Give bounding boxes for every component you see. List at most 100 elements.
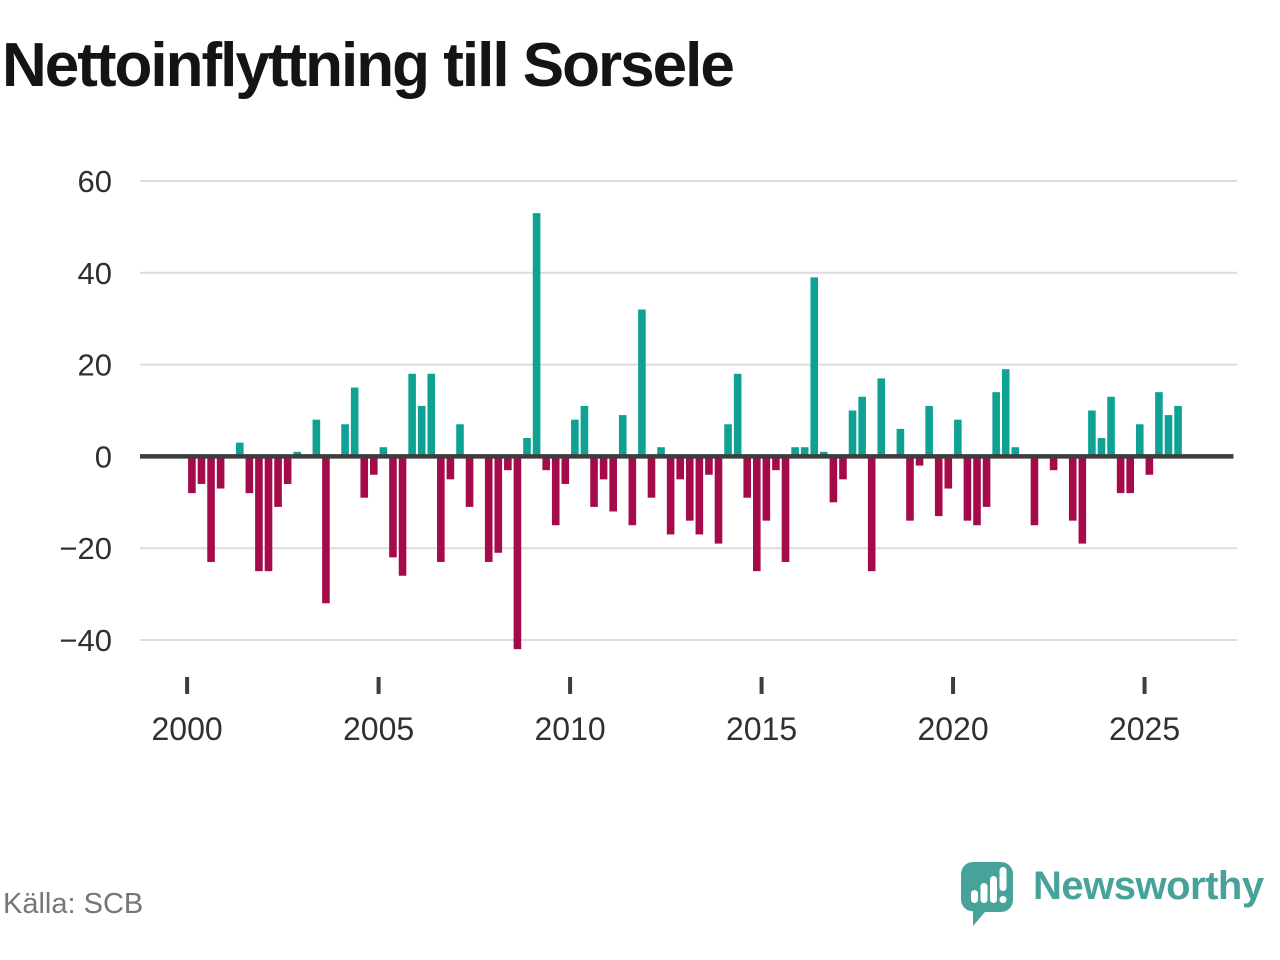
bar-2011Q1 — [609, 456, 617, 512]
bar-2018Q1 — [877, 378, 886, 457]
bar-2015Q4 — [791, 447, 799, 457]
bar-2000Q1 — [188, 456, 196, 494]
bar-2008Q3 — [513, 456, 522, 650]
bar-2000Q4 — [216, 456, 225, 489]
bar-2023Q1 — [1068, 456, 1077, 521]
bar-2006Q3 — [437, 456, 445, 562]
bar-2016Q1 — [800, 447, 809, 457]
y-axis-label--20: −20 — [59, 531, 112, 566]
bar-2012Q3 — [666, 456, 675, 535]
bar-2022Q1 — [1030, 456, 1039, 526]
bar-2024Q4 — [1135, 424, 1144, 457]
bar-2024Q1 — [1107, 396, 1115, 457]
bar-2019Q3 — [934, 456, 943, 517]
bar-2011Q3 — [628, 456, 637, 526]
bar-2020Q1 — [954, 419, 962, 457]
bar-2005Q2 — [389, 456, 397, 558]
bar-2014Q2 — [733, 373, 742, 457]
x-axis-label-2020: 2020 — [917, 711, 988, 747]
bar-2008Q4 — [523, 438, 531, 457]
bar-2011Q2 — [618, 415, 627, 457]
bar-2002Q3 — [283, 456, 292, 484]
bar-2025Q3 — [1164, 415, 1173, 457]
bar-2019Q1 — [915, 456, 924, 466]
bar-2020Q2 — [963, 456, 972, 521]
bar-2024Q2 — [1116, 456, 1125, 494]
bar-2023Q4 — [1097, 438, 1106, 457]
bar-2000Q3 — [207, 456, 215, 562]
bar-2003Q3 — [322, 456, 330, 604]
bar-2013Q3 — [705, 456, 713, 475]
bar-2011Q4 — [638, 309, 646, 457]
bar-2004Q4 — [370, 456, 378, 475]
bar-2005Q4 — [408, 373, 416, 457]
bar-2017Q4 — [867, 456, 876, 572]
bar-2001Q2 — [235, 442, 244, 457]
newsworthy-wordmark: Newsworthy — [1033, 864, 1264, 908]
y-axis-label-60: 60 — [78, 164, 112, 199]
bar-2002Q2 — [274, 456, 282, 507]
newsworthy-logo: Newsworthy — [961, 860, 1280, 928]
bar-2009Q1 — [532, 213, 541, 457]
bar-2014Q4 — [753, 456, 761, 572]
bar-2001Q4 — [255, 456, 263, 572]
x-axis-label-2000: 2000 — [152, 711, 223, 747]
y-axis-label-20: 20 — [78, 348, 112, 383]
bar-2015Q1 — [762, 456, 771, 521]
bar-2008Q1 — [494, 456, 503, 553]
bar-2014Q1 — [724, 424, 732, 457]
bar-2012Q4 — [676, 456, 684, 480]
bar-2021Q2 — [1001, 369, 1010, 457]
bar-2025Q4 — [1174, 405, 1182, 457]
bar-2008Q2 — [504, 456, 512, 471]
bar-2010Q3 — [590, 456, 598, 507]
bar-2016Q4 — [829, 456, 838, 503]
bar-2015Q3 — [781, 456, 790, 562]
bar-2017Q2 — [848, 410, 857, 457]
bar-2006Q2 — [427, 373, 436, 457]
bar-2013Q2 — [695, 456, 704, 535]
source-note: Källa: SCB — [3, 888, 144, 920]
y-axis-label-40: 40 — [78, 256, 112, 291]
x-axis-label-2010: 2010 — [534, 711, 605, 747]
bar-2018Q3 — [896, 428, 905, 457]
y-axis-label--40: −40 — [59, 623, 112, 658]
bar-2012Q1 — [647, 456, 656, 498]
x-axis-label-2025: 2025 — [1109, 711, 1180, 747]
bar-2006Q1 — [417, 405, 426, 457]
newsworthy-logo-icon — [961, 862, 1013, 926]
bar-2004Q2 — [350, 387, 359, 457]
bar-2021Q1 — [992, 392, 1000, 457]
bar-2016Q2 — [810, 277, 819, 457]
bar-2023Q2 — [1078, 456, 1087, 544]
bar-2003Q2 — [312, 419, 321, 457]
bar-2014Q3 — [743, 456, 752, 498]
bar-2001Q3 — [245, 456, 254, 494]
bar-2020Q4 — [982, 456, 991, 507]
bar-2009Q4 — [561, 456, 570, 484]
bar-2015Q2 — [772, 456, 780, 471]
bar-2012Q2 — [657, 447, 665, 457]
bar-2025Q1 — [1145, 456, 1154, 475]
bar-2000Q2 — [197, 456, 206, 484]
bar-2005Q1 — [379, 447, 388, 457]
bar-2006Q4 — [446, 456, 455, 480]
bar-2009Q3 — [551, 456, 560, 526]
x-axis-label-2015: 2015 — [726, 711, 797, 747]
bar-2020Q3 — [973, 456, 981, 526]
chart-title: Nettoinflyttning till Sorsele — [2, 31, 735, 100]
bar-2022Q3 — [1049, 456, 1058, 471]
bar-2010Q4 — [599, 456, 608, 480]
bar-2010Q2 — [580, 405, 589, 457]
bar-2024Q3 — [1126, 456, 1134, 494]
bar-2017Q1 — [839, 456, 847, 480]
bar-2016Q3 — [820, 451, 828, 457]
bar-2013Q4 — [714, 456, 723, 544]
bar-2023Q3 — [1088, 410, 1096, 457]
bar-2004Q1 — [341, 424, 349, 457]
x-axis-label-2005: 2005 — [343, 711, 414, 747]
bar-2007Q1 — [456, 424, 464, 457]
bar-2004Q3 — [360, 456, 369, 498]
